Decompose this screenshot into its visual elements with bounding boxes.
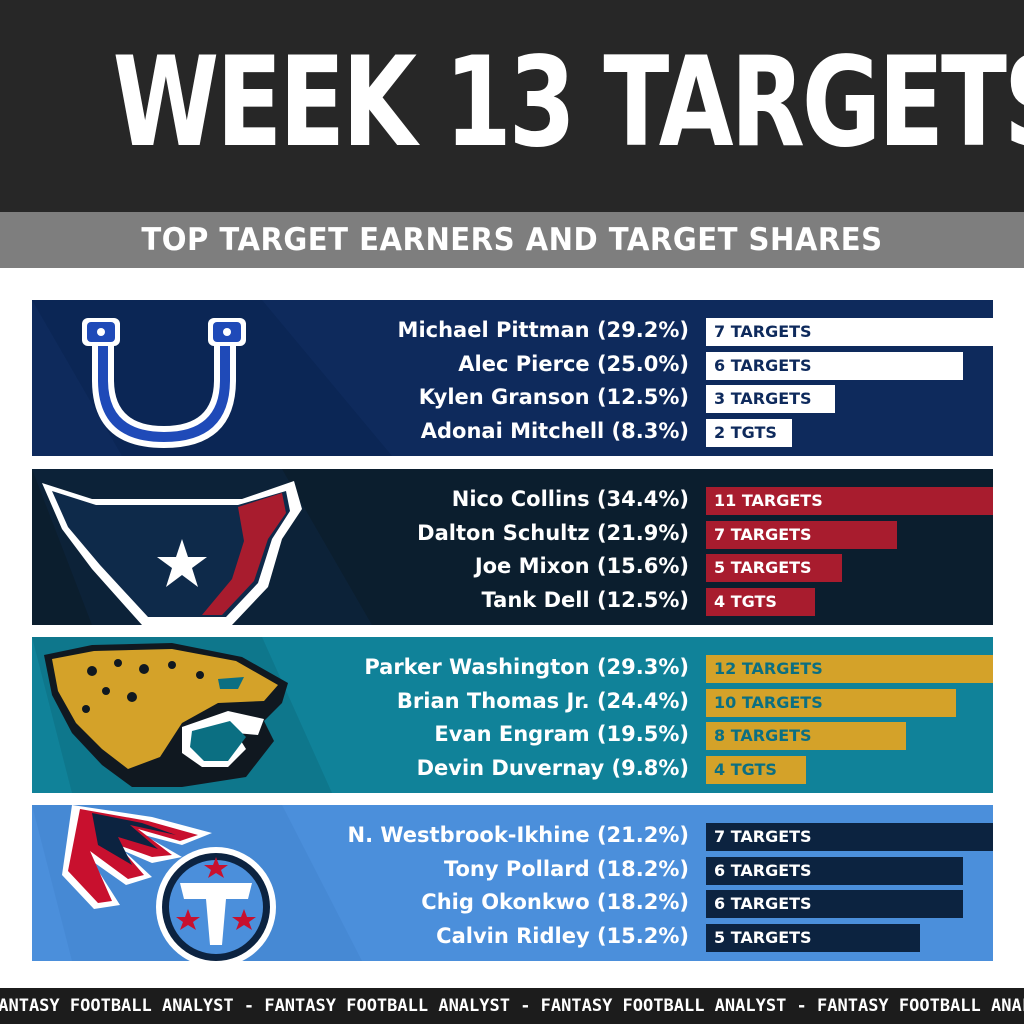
footer-banner: FANTASY FOOTBALL ANALYST - FANTASY FOOTB… (0, 988, 1024, 1024)
jaguars-head-logo (32, 637, 993, 793)
target-bar: 6 TARGETS (706, 351, 963, 380)
target-bar: 5 TARGETS (706, 554, 842, 582)
target-bar: 11 TARGETS (706, 487, 993, 515)
page-subtitle: TOP TARGET EARNERS AND TARGET SHARES (141, 222, 883, 258)
player-name-label: Tank Dell (12.5%) (481, 587, 689, 612)
player-row: Calvin Ridley (15.2%) 5 TARGETS (32, 920, 993, 954)
player-row: Michael Pittman (29.2%) 7 TARGETS (32, 314, 993, 348)
target-bar: 7 TARGETS (706, 318, 993, 346)
player-name-label: Devin Duvernay (9.8%) (416, 755, 689, 780)
subtitle-banner: TOP TARGET EARNERS AND TARGET SHARES (0, 212, 1024, 268)
player-row: Brian Thomas Jr. (24.4%) 10 TARGETS (32, 685, 993, 719)
player-row: Adonai Mitchell (8.3%) 2 TGTS (32, 415, 993, 449)
player-row: Devin Duvernay (9.8%) 4 TGTS (32, 752, 993, 786)
target-bar: 6 TARGETS (706, 890, 963, 918)
page-title: WEEK 13 TARGETS (112, 31, 1024, 175)
player-row: Parker Washington (29.3%) 12 TARGETS (32, 651, 993, 685)
player-row: N. Westbrook-Ikhine (21.2%) 7 TARGETS (32, 819, 993, 853)
player-name-label: Chig Okonkwo (18.2%) (421, 890, 689, 914)
target-bar: 3 TARGETS (706, 385, 835, 413)
texans-panel: Nico Collins (34.4%) 11 TARGETS Dalton Sch… (32, 469, 993, 625)
titans-bar-chart: N. Westbrook-Ikhine (21.2%) 7 TARGETS Tony… (32, 805, 993, 961)
colts-panel: Michael Pittman (29.2%) 7 TARGETS Alec Pie… (32, 300, 993, 456)
player-row: Dalton Schultz (21.9%) 7 TARGETS (32, 517, 993, 551)
player-name-label: N. Westbrook-Ikhine (21.2%) (347, 823, 689, 847)
player-name-label: Brian Thomas Jr. (24.4%) (396, 688, 689, 713)
player-row: Evan Engram (19.5%) 8 TARGETS (32, 718, 993, 752)
player-name-label: Alec Pierce (25.0%) (458, 351, 689, 376)
target-bar: 8 TARGETS (706, 722, 906, 750)
target-bar: 12 TARGETS (706, 655, 993, 683)
target-bar: 4 TGTS (706, 755, 806, 784)
player-name-label: Dalton Schultz (21.9%) (417, 520, 689, 545)
player-row: Chig Okonkwo (18.2%) 6 TARGETS (32, 886, 993, 920)
title-banner: WEEK 13 TARGETS (0, 0, 1024, 212)
player-name-label: Nico Collins (34.4%) (451, 487, 689, 511)
target-bar: 7 TARGETS (706, 520, 897, 549)
jaguars-panel: Parker Washington (29.3%) 12 TARGETS Brian… (32, 637, 993, 793)
player-row: Tank Dell (12.5%) 4 TGTS (32, 584, 993, 618)
player-name-label: Parker Washington (29.3%) (364, 655, 689, 679)
player-name-label: Michael Pittman (29.2%) (397, 318, 689, 342)
titans-panel: N. Westbrook-Ikhine (21.2%) 7 TARGETS Tony… (32, 805, 993, 961)
footer-text: FANTASY FOOTBALL ANALYST - FANTASY FOOTB… (0, 996, 1024, 1016)
target-bar: 6 TARGETS (706, 856, 963, 885)
player-row: Joe Mixon (15.6%) 5 TARGETS (32, 550, 993, 584)
player-name-label: Adonai Mitchell (8.3%) (420, 418, 689, 443)
player-row: Tony Pollard (18.2%) 6 TARGETS (32, 853, 993, 887)
texans-bar-chart: Nico Collins (34.4%) 11 TARGETS Dalton Sch… (32, 469, 993, 625)
colts-bar-chart: Michael Pittman (29.2%) 7 TARGETS Alec Pie… (32, 300, 993, 456)
player-name-label: Evan Engram (19.5%) (434, 722, 689, 746)
player-row: Kylen Granson (12.5%) 3 TARGETS (32, 381, 993, 415)
target-bar: 5 TARGETS (706, 923, 920, 952)
target-bar: 2 TGTS (706, 418, 792, 447)
target-bar: 10 TARGETS (706, 688, 956, 717)
player-row: Alec Pierce (25.0%) 6 TARGETS (32, 348, 993, 382)
target-bar: 7 TARGETS (706, 823, 993, 851)
player-row: Nico Collins (34.4%) 11 TARGETS (32, 483, 993, 517)
player-name-label: Kylen Granson (12.5%) (418, 385, 689, 409)
player-name-label: Tony Pollard (18.2%) (443, 856, 689, 881)
player-name-label: Calvin Ridley (15.2%) (436, 923, 689, 948)
jaguars-bar-chart: Parker Washington (29.3%) 12 TARGETS Brian… (32, 637, 993, 793)
player-name-label: Joe Mixon (15.6%) (474, 554, 689, 578)
target-bar: 4 TGTS (706, 587, 815, 616)
